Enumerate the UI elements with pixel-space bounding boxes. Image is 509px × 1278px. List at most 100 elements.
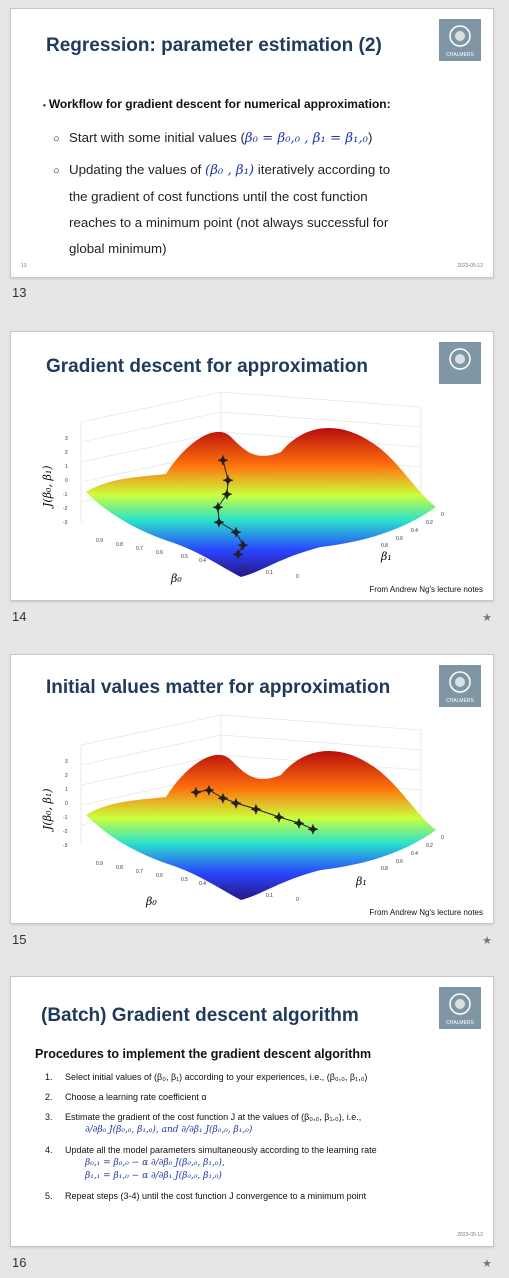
circle-bullet-icon: ○ [53,133,60,145]
svg-text:0.3: 0.3 [221,885,228,891]
slide-title: (Batch) Gradient descent algorithm [41,1005,359,1026]
svg-text:0.9: 0.9 [96,861,103,867]
sub-bullet-1: ○ Start with some initial values (β₀ = β₀… [53,125,372,152]
svg-text:-1: -1 [63,492,68,498]
svg-text:0: 0 [441,512,444,518]
svg-text:0.7: 0.7 [136,546,143,552]
slide-number-label: 15 [12,932,27,947]
svg-text:✦: ✦ [233,548,244,563]
svg-text:✦: ✦ [251,803,262,818]
star-icon[interactable]: ★ [482,612,492,624]
svg-text:3: 3 [65,436,68,442]
svg-text:0.8: 0.8 [116,542,123,548]
surface [86,428,436,577]
svg-text:2: 2 [65,773,68,779]
svg-text:✦: ✦ [223,474,234,489]
logo-text: CHALMERS [446,698,474,704]
bullet-heading: • Workflow for gradient descent for numer… [43,97,391,111]
svg-text:0.9: 0.9 [96,538,103,544]
svg-text:0.1: 0.1 [266,893,273,899]
star-icon[interactable]: ★ [482,935,492,947]
svg-text:0.4: 0.4 [199,881,206,887]
list-item: 5. Repeat steps (3-4) until the cost func… [45,1191,367,1201]
steps-list: 1. Select initial values of (β₀, β₁) acco… [45,1071,475,1210]
x-axis-label: β₀ [145,895,157,908]
svg-text:✦: ✦ [214,516,225,531]
svg-text:✦: ✦ [191,786,202,801]
svg-text:2: 2 [65,450,68,456]
svg-text:-3: -3 [63,520,68,526]
svg-text:0.2: 0.2 [241,566,248,572]
svg-text:-2: -2 [63,829,68,835]
z-axis-label: J(β₀, β₁) [41,465,54,509]
svg-text:0.3: 0.3 [221,562,228,568]
svg-text:0.6: 0.6 [396,536,403,542]
svg-text:1: 1 [65,787,68,793]
logo-text: CHALMERS [446,1020,474,1026]
surface [86,751,436,900]
svg-text:0.5: 0.5 [181,554,188,560]
svg-text:✦: ✦ [218,454,229,469]
svg-text:0.7: 0.7 [136,869,143,875]
surface-plot: ✦✦✦✦ ✦✦✦✦ 3 2 1 0 -1 -2 -3 0.9 0.8 0.7 0.6 0.5 0.… [41,714,444,908]
chalmers-logo [439,342,481,384]
svg-text:0: 0 [296,897,299,903]
svg-text:0.4: 0.4 [411,851,418,857]
svg-text:0.2: 0.2 [241,889,248,895]
svg-text:✦: ✦ [231,526,242,541]
svg-text:1: 1 [65,464,68,470]
footer-date: 2023-05-12 [457,1232,483,1238]
svg-text:0.8: 0.8 [116,865,123,871]
slide-number-label: 13 [12,285,27,300]
descent-path: ✦✦✦✦ ✦✦✦✦ [190,784,319,839]
chalmers-logo: CHALMERS [439,665,481,707]
list-item: 4. Update all the model parameters simult… [45,1145,377,1181]
svg-text:0.2: 0.2 [426,843,433,849]
slide-16[interactable]: (Batch) Gradient descent algorithm CHALM… [10,976,494,1247]
svg-text:0.6: 0.6 [396,859,403,865]
svg-text:✦: ✦ [218,792,229,807]
svg-text:0: 0 [296,574,299,580]
svg-text:✦: ✦ [238,539,249,554]
svg-text:✦: ✦ [204,784,215,799]
svg-text:0: 0 [65,478,68,484]
source-caption: From Andrew Ng's lecture notes [369,585,483,594]
svg-text:0.4: 0.4 [199,558,206,564]
svg-text:✦: ✦ [231,797,242,812]
footer-page-number: 13 [21,263,27,269]
x-axis-label: β₀ [170,572,182,585]
slide-13[interactable]: Regression: parameter estimation (2) CHA… [10,8,494,278]
chalmers-logo: CHALMERS [439,19,481,61]
surface-plot: ✦✦✦✦ ✦✦✦✦ 3 2 1 0 -1 -2 -3 0.9 0.8 0.7 0.6 0.5 0.… [41,391,444,585]
list-item: 3. Estimate the gradient of the cost func… [45,1112,362,1135]
svg-text:-2: -2 [63,506,68,512]
list-item: 1. Select initial values of (β₀, β₁) acco… [45,1072,368,1082]
descent-path: ✦✦✦✦ ✦✦✦✦ [212,454,249,564]
slide-14[interactable]: Gradient descent for approximation [10,331,494,601]
y-axis-label: β₁ [380,550,392,563]
svg-text:0.5: 0.5 [181,877,188,883]
bullet-icon: • [43,101,46,110]
slide-title: Initial values matter for approximation [46,677,391,698]
svg-text:0: 0 [441,835,444,841]
svg-text:0.1: 0.1 [266,570,273,576]
svg-text:✦: ✦ [274,811,285,826]
svg-text:✦: ✦ [213,501,224,516]
svg-text:3: 3 [65,759,68,765]
chalmers-logo: CHALMERS [439,987,481,1029]
star-icon[interactable]: ★ [482,1258,492,1270]
sub-bullet-2: ○ Updating the values of (β₀ , β₁) iterat… [53,157,390,262]
slide-title: Regression: parameter estimation (2) [46,35,382,56]
svg-text:-1: -1 [63,815,68,821]
slide-number-label: 14 [12,609,27,624]
slide-15[interactable]: Initial values matter for approximation … [10,654,494,924]
footer-date: 2023-05-12 [457,263,483,269]
logo-text: CHALMERS [446,52,474,58]
svg-text:-3: -3 [63,843,68,849]
axis-ticks: 3 2 1 0 -1 -2 -3 0.9 0.8 0.7 0.6 0.5 0.4 0.3 0.2 0.1… [63,436,444,580]
svg-text:0.6: 0.6 [156,550,163,556]
slide-title: Gradient descent for approximation [46,356,368,377]
y-axis-label: β₁ [355,875,367,888]
svg-text:0.4: 0.4 [411,528,418,534]
source-caption: From Andrew Ng's lecture notes [369,908,483,917]
